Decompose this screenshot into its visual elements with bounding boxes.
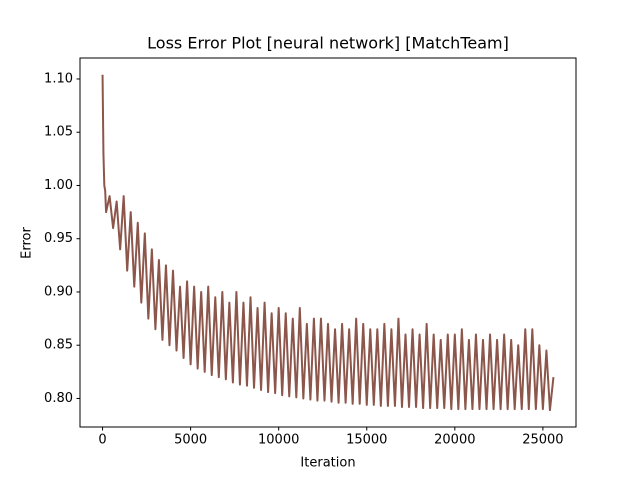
chart-title: Loss Error Plot [neural network] [MatchT… — [147, 34, 509, 53]
y-tick-label: 0.85 — [44, 338, 73, 353]
x-tick-label: 5000 — [174, 433, 207, 448]
x-tick-label: 15000 — [346, 433, 387, 448]
x-tick-label: 25000 — [522, 433, 563, 448]
y-tick-label: 1.05 — [44, 125, 73, 140]
x-tick-label: 0 — [98, 433, 106, 448]
y-tick-label: 0.95 — [44, 231, 73, 246]
y-axis-label: Error — [20, 227, 35, 259]
y-tick-label: 1.10 — [44, 71, 73, 86]
loss-line — [101, 74, 555, 412]
y-tick-label: 0.90 — [44, 284, 73, 299]
y-tick-label: 1.00 — [44, 178, 73, 193]
y-tick-label: 0.80 — [44, 391, 73, 406]
plot-frame — [79, 57, 577, 428]
x-tick-label: 20000 — [434, 433, 475, 448]
x-axis-label: Iteration — [300, 456, 355, 471]
x-tick-label: 10000 — [258, 433, 299, 448]
